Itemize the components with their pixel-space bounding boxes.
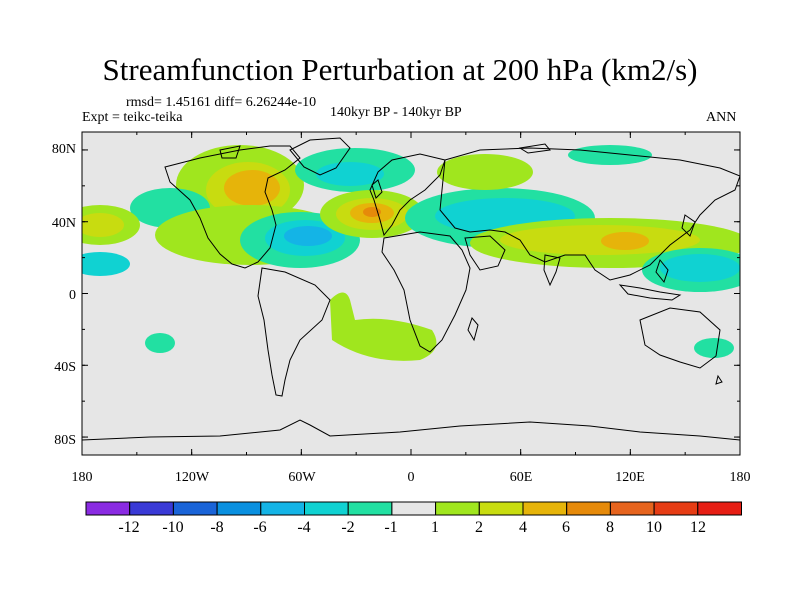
colorbar-box bbox=[347, 501, 393, 516]
colorbar-box bbox=[653, 501, 699, 516]
philippines-coast bbox=[655, 258, 669, 284]
colorbar-label: -4 bbox=[297, 519, 310, 536]
lat-tick-0: 0 bbox=[69, 288, 76, 303]
anomaly-australia-low bbox=[694, 338, 734, 358]
plot-title: Streamfunction Perturbation at 200 hPa (… bbox=[102, 52, 698, 87]
colorbar-box bbox=[435, 501, 480, 516]
north-america-coast bbox=[164, 145, 301, 269]
lon-tick-120e: 120E bbox=[615, 470, 645, 485]
lat-tick-40n: 40N bbox=[52, 216, 76, 231]
tasmania-coast bbox=[715, 374, 723, 385]
colorbar-box bbox=[129, 501, 174, 516]
colorbar-label: 4 bbox=[519, 519, 527, 536]
tick-marks bbox=[81, 132, 741, 455]
lat-tick-40s: 40S bbox=[54, 360, 76, 375]
anomaly-arctic-asia-low bbox=[568, 145, 652, 165]
colorbar-label: -12 bbox=[118, 519, 139, 536]
colorbar-label: 10 bbox=[646, 519, 662, 536]
colorbar-box bbox=[566, 501, 611, 516]
colorbar-label: 6 bbox=[562, 519, 570, 536]
lon-axis: 180 120W 60W 0 60E 120E 180 bbox=[72, 470, 751, 485]
colorbar-box bbox=[85, 501, 131, 516]
madagascar-coast bbox=[467, 317, 479, 342]
colorbar-box bbox=[697, 501, 742, 516]
siberian-islands-coast bbox=[518, 143, 551, 154]
lon-tick-60e: 60E bbox=[510, 470, 533, 485]
colorbar-box bbox=[172, 501, 218, 516]
anomaly-south-atlantic-positive bbox=[330, 292, 437, 361]
anomaly-arctic-low-core bbox=[316, 162, 384, 186]
colorbar-label: -6 bbox=[253, 519, 266, 536]
anomaly-south-pacific-low bbox=[145, 333, 175, 353]
indonesia-coast bbox=[618, 284, 682, 301]
anomaly-north-america-high-core bbox=[224, 170, 280, 206]
colorbar-label: 1 bbox=[431, 519, 439, 536]
anomaly-west-atlantic-low-core bbox=[284, 226, 332, 246]
colorbar-label: -10 bbox=[162, 519, 183, 536]
africa-coast bbox=[381, 231, 471, 353]
europe-coast bbox=[369, 153, 446, 237]
anomaly-siberia-high bbox=[437, 154, 533, 190]
arctic-islands-coast bbox=[219, 145, 241, 159]
colorbar-label: -1 bbox=[384, 519, 397, 536]
colorbar-box bbox=[216, 501, 262, 516]
lon-tick-60w: 60W bbox=[288, 470, 316, 485]
india-coast bbox=[543, 254, 561, 287]
season-label: ANN bbox=[706, 110, 737, 125]
anomaly-west-edge-high-core bbox=[82, 213, 124, 237]
stats-line: rmsd= 1.45161 diff= 6.26244e-10 bbox=[126, 95, 317, 110]
lat-tick-80n: 80N bbox=[52, 142, 76, 157]
colorbar-box bbox=[522, 501, 568, 516]
colorbar-box bbox=[478, 501, 524, 516]
lon-tick-180-east: 180 bbox=[730, 470, 751, 485]
lon-tick-180-west: 180 bbox=[72, 470, 93, 485]
colorbar-box bbox=[609, 501, 655, 516]
lat-axis: 80N 40N 0 40S 80S bbox=[52, 142, 76, 448]
colorbar-label: 2 bbox=[475, 519, 483, 536]
anomaly-asia-high-mid bbox=[500, 225, 700, 255]
colorbar-box bbox=[391, 501, 437, 516]
greenland-coast bbox=[289, 137, 351, 176]
colorbar-box bbox=[304, 501, 349, 516]
south-america-coast bbox=[257, 267, 331, 397]
australia-coast bbox=[639, 307, 721, 369]
colorbar-label: -2 bbox=[341, 519, 354, 536]
experiment-label: Expt = teikc-teika bbox=[82, 110, 183, 125]
anomaly-pacific-low-east-core bbox=[660, 254, 740, 282]
anomaly-west-edge-low bbox=[82, 252, 130, 276]
colorbar-label: 12 bbox=[690, 519, 706, 536]
period-label: 140kyr BP - 140kyr BP bbox=[330, 105, 462, 120]
map-field bbox=[82, 132, 740, 455]
anomaly-asia-high-core bbox=[601, 232, 649, 250]
colorbar-box bbox=[260, 501, 305, 516]
colorbar-labels: -12 -10 -8 -6 -4 -2 -1 1 2 4 6 8 10 12 bbox=[118, 519, 706, 536]
arabia-coast bbox=[464, 235, 506, 271]
lat-tick-80s: 80S bbox=[54, 433, 76, 448]
british-isles-coast bbox=[371, 179, 383, 199]
colorbar-label: -8 bbox=[210, 519, 223, 536]
colorbar bbox=[85, 501, 742, 516]
colorbar-label: 8 bbox=[606, 519, 614, 536]
coastlines bbox=[82, 137, 740, 441]
lon-tick-0: 0 bbox=[408, 470, 415, 485]
asia-coast bbox=[439, 147, 740, 281]
japan-coast bbox=[681, 214, 696, 237]
lon-tick-120w: 120W bbox=[175, 470, 210, 485]
antarctica-coast bbox=[82, 419, 740, 441]
